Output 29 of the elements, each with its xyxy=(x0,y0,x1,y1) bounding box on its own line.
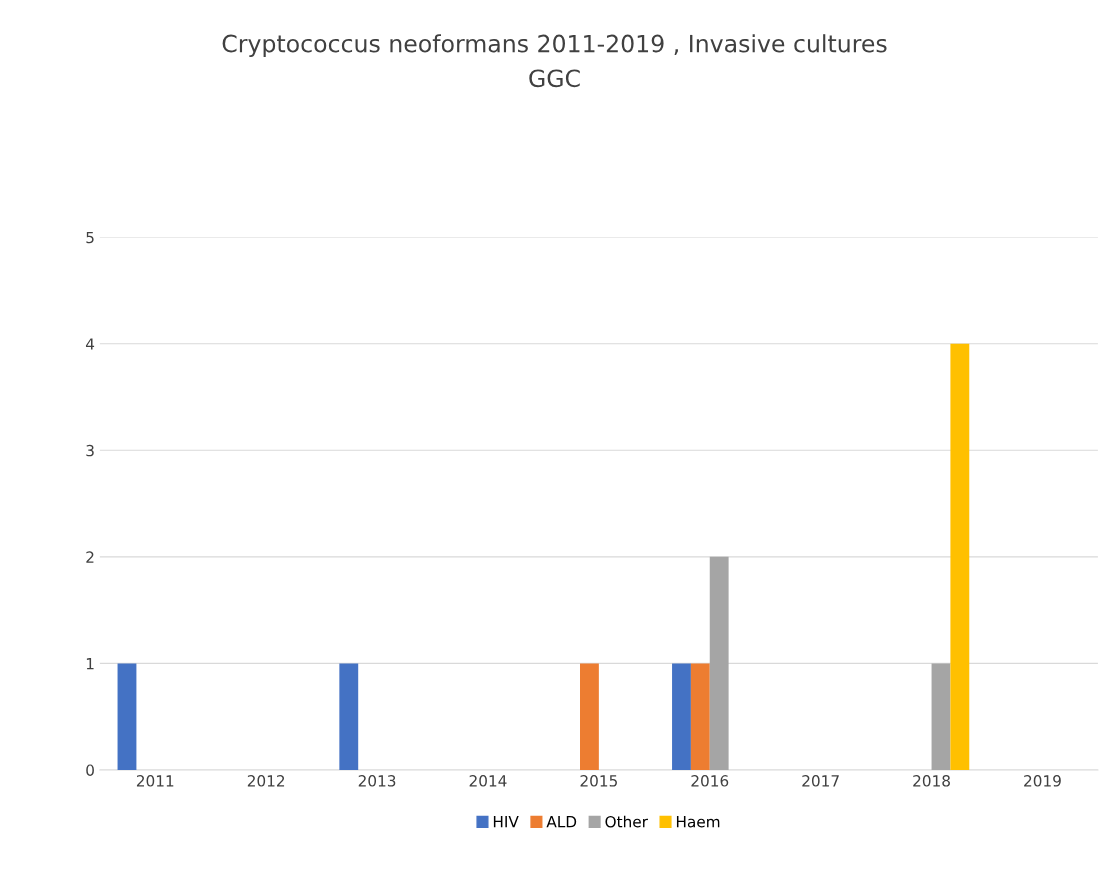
x-tick-label: 2011 xyxy=(136,775,174,787)
bar xyxy=(672,663,691,770)
legend-label: Other xyxy=(605,815,648,828)
y-tick-label: 3 xyxy=(86,444,94,457)
bar xyxy=(709,556,729,770)
y-tick-label: 1 xyxy=(86,658,94,670)
bar xyxy=(690,663,710,770)
legend-label: Haem xyxy=(676,816,720,828)
x-tick-label: 2014 xyxy=(469,775,507,787)
chart-title: Cryptococcus neoformans 2011-2019 , Invasive cultures xyxy=(222,34,887,58)
x-tick-label: 2017 xyxy=(802,775,839,787)
bar xyxy=(580,663,599,770)
bar xyxy=(339,663,359,770)
x-tick-label: 2015 xyxy=(580,775,617,787)
legend-label: ALD xyxy=(546,816,577,828)
y-tick-label: 5 xyxy=(86,231,94,244)
y-tick-label: 0 xyxy=(86,764,94,776)
y-tick-label: 4 xyxy=(85,338,95,350)
x-tick-label: 2013 xyxy=(358,775,396,787)
bar xyxy=(950,343,970,770)
x-tick-label: 2016 xyxy=(691,775,729,787)
x-tick-label: 2018 xyxy=(913,775,950,787)
bar xyxy=(931,663,951,770)
x-tick-label: 2019 xyxy=(1024,775,1061,787)
bar xyxy=(117,663,137,770)
x-tick-label: 2012 xyxy=(247,775,285,787)
chart-subtitle: GGC xyxy=(529,69,580,88)
legend-label: HIV xyxy=(493,816,519,828)
y-tick-label: 2 xyxy=(86,551,94,563)
